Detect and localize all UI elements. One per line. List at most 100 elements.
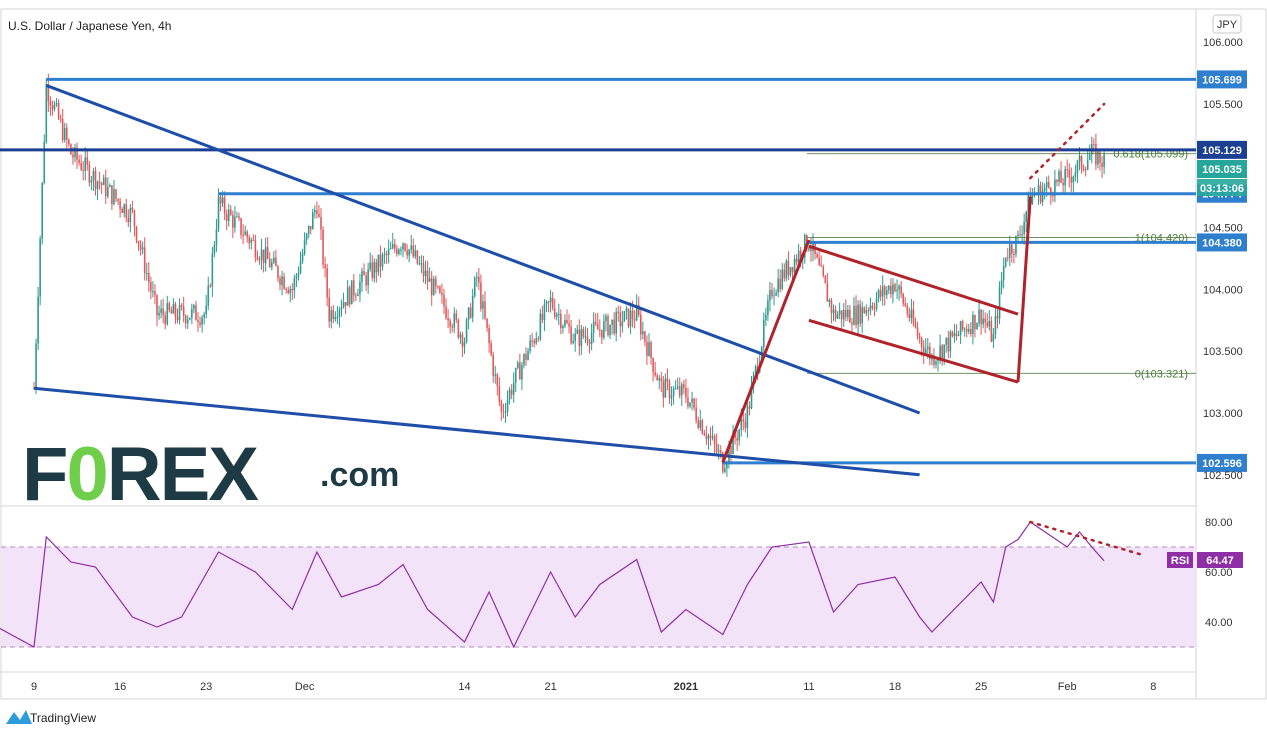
candle-down <box>599 329 601 331</box>
candle-up <box>670 396 673 399</box>
candle-down <box>322 229 324 265</box>
candle-up <box>793 258 796 273</box>
candle-up <box>992 334 995 342</box>
candle-up <box>535 338 538 344</box>
candle-down <box>951 331 954 337</box>
candle-up <box>875 298 878 309</box>
candle-up <box>797 250 800 263</box>
tradingview-brand[interactable]: TradingView <box>6 710 96 725</box>
candle-down <box>492 354 494 376</box>
time-tick-label: 11 <box>803 681 814 693</box>
candle-up <box>453 313 456 328</box>
candle-up <box>939 345 941 359</box>
candle-down <box>394 243 396 249</box>
candle-down <box>363 271 365 276</box>
last-price-label: 105.035 <box>1202 164 1242 176</box>
level-tag <box>1197 233 1247 252</box>
candle-down <box>1013 253 1015 255</box>
candle-down <box>148 272 150 283</box>
candle-down <box>285 288 287 291</box>
candle-down <box>541 313 544 321</box>
candle-down <box>736 438 738 441</box>
candle-down <box>457 319 460 338</box>
candle-down <box>57 102 60 119</box>
candle-up <box>1009 244 1011 258</box>
candle-up <box>389 248 392 250</box>
candle-down <box>353 280 355 296</box>
candle-up <box>689 402 691 407</box>
candle-up <box>1041 190 1044 203</box>
candle-down <box>547 301 550 303</box>
candle-down <box>974 314 976 330</box>
candle-up <box>295 275 298 279</box>
candle-up <box>244 231 246 236</box>
candle-down <box>484 301 486 319</box>
candle-down <box>277 266 279 279</box>
candle-up <box>963 328 966 330</box>
candle-down <box>182 306 185 316</box>
candle-down <box>268 258 271 268</box>
rsi-line <box>0 521 1105 649</box>
candle-down <box>890 285 892 295</box>
candle-up <box>623 311 626 322</box>
candle-down <box>627 308 630 327</box>
candle-up <box>74 147 76 158</box>
candle-up <box>648 342 650 356</box>
time-tick-label: 9 <box>31 681 37 693</box>
candle-up <box>1088 154 1091 161</box>
candle-up <box>750 386 753 409</box>
candle-down <box>258 259 261 261</box>
candle-up <box>724 468 726 472</box>
countdown-tag <box>1197 179 1247 196</box>
candle-down <box>375 262 378 273</box>
candle-up <box>338 309 341 317</box>
candle-up <box>189 317 191 320</box>
candle-down <box>996 316 999 319</box>
candle-down <box>80 162 82 170</box>
candle-up <box>994 316 997 335</box>
candle-up <box>340 307 343 310</box>
rsi-name-label: RSI <box>1171 555 1189 567</box>
forex-logo-wordmark: F0REX <box>22 432 259 517</box>
candle-up <box>207 285 210 306</box>
time-tick-label: 2021 <box>674 681 698 693</box>
candle-up <box>767 300 769 315</box>
price-tick-label: 106.000 <box>1203 37 1243 49</box>
candle-up <box>166 303 169 325</box>
candle-down <box>687 397 689 407</box>
candle-up <box>949 331 952 352</box>
candle-down <box>631 310 634 320</box>
candle-up <box>193 305 195 309</box>
candle-down <box>637 304 640 315</box>
candle-up <box>217 196 220 229</box>
candle-up <box>590 332 593 344</box>
price-tick-label: 103.000 <box>1203 408 1243 420</box>
candle-down <box>88 164 91 183</box>
candle-up <box>367 269 369 286</box>
candle-up <box>847 309 849 318</box>
candle-up <box>1015 235 1017 255</box>
candle-up <box>717 450 720 452</box>
candle-down <box>115 189 117 199</box>
candle-up <box>869 305 872 311</box>
currency-badge-box[interactable] <box>1212 14 1242 34</box>
candle-up <box>892 284 894 295</box>
candle-up <box>672 388 675 397</box>
candle-down <box>445 306 447 319</box>
candle-up <box>555 314 558 317</box>
wedge-trendline <box>33 386 920 477</box>
candle-up <box>777 278 779 293</box>
candle-up <box>732 432 734 455</box>
candle-down <box>137 241 140 245</box>
candle-down <box>262 249 265 264</box>
impulse-leg <box>1016 196 1032 383</box>
rsi-name-tag <box>1167 552 1193 568</box>
candle-up <box>988 320 991 327</box>
candle-down <box>154 291 156 295</box>
price-tick-label: 103.500 <box>1203 346 1243 358</box>
candle-down <box>119 201 121 209</box>
forex-logo-o: 0 <box>66 432 106 517</box>
candle-down <box>791 267 794 273</box>
candle-down <box>900 286 902 294</box>
